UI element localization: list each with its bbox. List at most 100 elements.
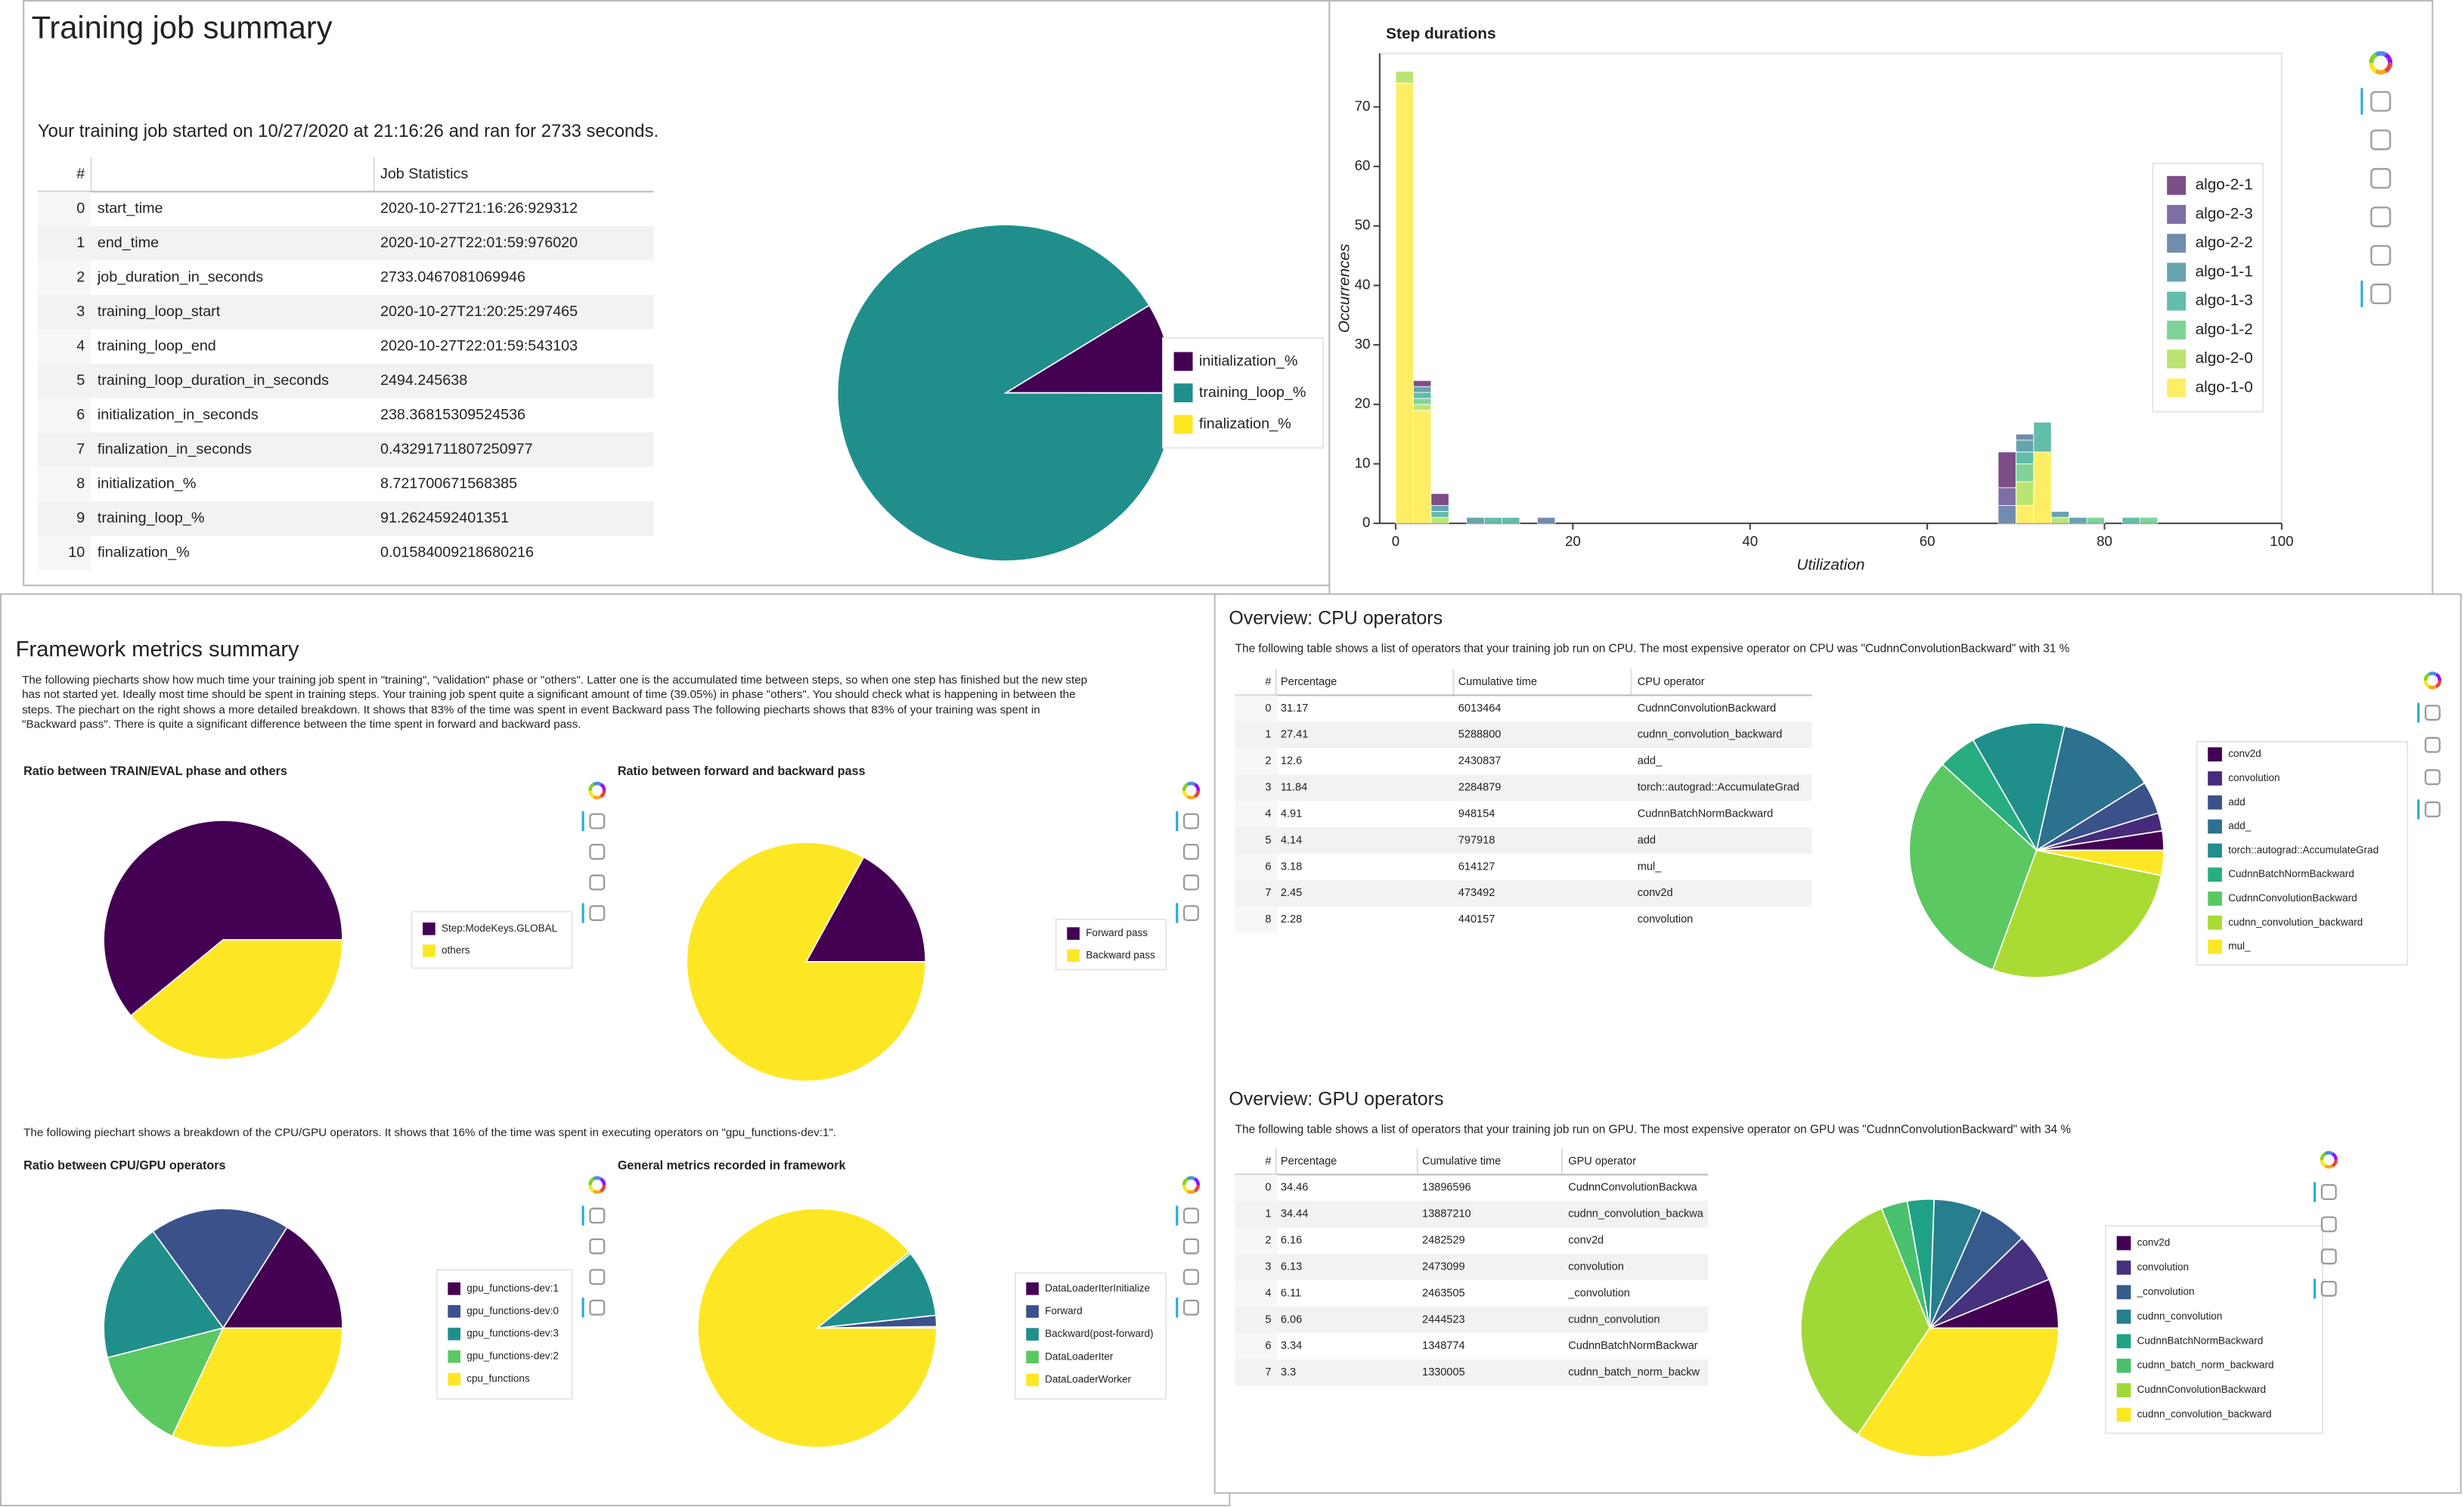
toolbar-icon[interactable] bbox=[1182, 1269, 1199, 1285]
chart-title: Step durations bbox=[1386, 25, 1495, 42]
toolbar-icon[interactable] bbox=[2320, 1184, 2337, 1200]
table-index: 6 bbox=[76, 407, 85, 423]
legend-swatch bbox=[2116, 1334, 2131, 1349]
table-stripe bbox=[1235, 879, 1812, 907]
table-stripe bbox=[1235, 774, 1812, 802]
table-cell: 0.01584009218680216 bbox=[380, 544, 534, 561]
toolbar-icon[interactable] bbox=[589, 844, 606, 860]
legend-swatch bbox=[2167, 321, 2187, 340]
pie-slice bbox=[152, 1208, 288, 1329]
histogram-bar bbox=[2015, 481, 2035, 506]
legend-label: DataLoaderWorker bbox=[1045, 1373, 1131, 1385]
toolbar-logo bbox=[2384, 62, 2393, 73]
toolbar-icon[interactable] bbox=[2424, 705, 2441, 721]
table-cell: add bbox=[1638, 834, 1656, 846]
toolbar-icon[interactable] bbox=[2424, 801, 2441, 817]
toolbar-icon[interactable] bbox=[2370, 284, 2391, 305]
toolbar-icon[interactable] bbox=[2370, 91, 2391, 112]
toolbar-logo bbox=[1186, 795, 1196, 800]
table-index: 3 bbox=[76, 303, 85, 320]
toolbar-icon[interactable] bbox=[589, 874, 606, 891]
toolbar-icon[interactable] bbox=[1182, 1238, 1199, 1254]
pie-slice bbox=[222, 1226, 343, 1329]
toolbar-logo bbox=[600, 783, 606, 791]
legend-swatch bbox=[2116, 1260, 2131, 1275]
pie-slice bbox=[129, 939, 343, 1060]
legend-swatch bbox=[2208, 867, 2222, 882]
toolbar-icon[interactable] bbox=[1182, 844, 1199, 860]
table-cell: CudnnBatchNormBackward bbox=[1638, 808, 1773, 820]
legend-label: cudnn_convolution bbox=[2137, 1310, 2223, 1322]
toolbar-icon[interactable] bbox=[2370, 129, 2391, 150]
toolbar-icon[interactable] bbox=[589, 1238, 606, 1254]
toolbar-icon[interactable] bbox=[589, 1299, 606, 1316]
table-cell: 6013464 bbox=[1458, 702, 1502, 715]
toolbar-icon[interactable] bbox=[1182, 1208, 1199, 1224]
table-index: 0 bbox=[1265, 1182, 1271, 1194]
table-cell: 797918 bbox=[1458, 834, 1495, 846]
toolbar-icon[interactable] bbox=[589, 1269, 606, 1285]
table-header: CPU operator bbox=[1638, 676, 1705, 688]
toolbar-icon[interactable] bbox=[1182, 1299, 1199, 1316]
legend-box bbox=[2105, 1225, 2323, 1434]
table-header: # bbox=[1265, 676, 1272, 688]
table-cell: 2.45 bbox=[1281, 887, 1302, 899]
legend-label: gpu_functions-dev:3 bbox=[466, 1328, 559, 1339]
toolbar-icon[interactable] bbox=[2370, 206, 2391, 228]
toolbar-icon[interactable] bbox=[2370, 168, 2391, 189]
toolbar-logo bbox=[1186, 781, 1196, 786]
table-cell: finalization_% bbox=[98, 544, 190, 561]
toolbar-icon[interactable] bbox=[2320, 1216, 2337, 1233]
toolbar-icon[interactable] bbox=[2424, 736, 2441, 753]
table-cell: CudnnConvolutionBackwa bbox=[1568, 1182, 1697, 1194]
toolbar-icon[interactable] bbox=[589, 1208, 606, 1224]
toolbar-logo bbox=[2320, 1152, 2326, 1161]
toolbar-icon[interactable] bbox=[2320, 1248, 2337, 1265]
toolbar-icon[interactable] bbox=[1182, 813, 1199, 829]
table-cell: 614127 bbox=[1458, 860, 1495, 873]
table-cell: CudnnBatchNormBackwar bbox=[1568, 1340, 1697, 1352]
toolbar-logo bbox=[2369, 52, 2378, 64]
table-cell: 31.17 bbox=[1281, 702, 1308, 715]
legend-box bbox=[411, 910, 573, 969]
y-axis-label: Occurrences bbox=[1336, 244, 1353, 333]
legend-label: CudnnBatchNormBackward bbox=[2228, 868, 2354, 879]
toolbar-icon[interactable] bbox=[589, 813, 606, 829]
toolbar-icon[interactable] bbox=[1182, 905, 1199, 922]
histogram-bar bbox=[2033, 421, 2052, 453]
toolbar-icon[interactable] bbox=[589, 905, 606, 922]
table-index: 6 bbox=[1265, 860, 1271, 873]
legend-swatch bbox=[2167, 175, 2187, 195]
legend-swatch bbox=[1067, 949, 1080, 963]
legend-swatch bbox=[2116, 1285, 2131, 1300]
table-index: 8 bbox=[1265, 913, 1271, 926]
histogram-bar bbox=[2015, 505, 2035, 524]
table-cell: _convolution bbox=[1567, 1287, 1630, 1299]
histogram-bar bbox=[2015, 439, 2035, 453]
pie-slice bbox=[804, 856, 927, 963]
legend-swatch bbox=[1026, 1305, 1039, 1318]
legend-label: cudnn_convolution_backward bbox=[2228, 916, 2363, 928]
table-cell: 2473099 bbox=[1422, 1260, 1465, 1273]
histogram-bar bbox=[1430, 505, 1449, 512]
legend-label: torch::autograd::AccumulateGrad bbox=[2228, 844, 2379, 855]
table-cell: 0.43291711807250977 bbox=[380, 441, 533, 457]
toolbar-icon[interactable] bbox=[2370, 245, 2391, 266]
legend-swatch bbox=[448, 1304, 460, 1318]
toolbar-icon[interactable] bbox=[2320, 1280, 2337, 1297]
legend-label: training_loop_% bbox=[1199, 384, 1306, 401]
table-stripe bbox=[1235, 827, 1812, 854]
toolbar-icon[interactable] bbox=[2424, 769, 2441, 786]
x-axis-label: Utilization bbox=[1796, 557, 1864, 574]
x-tick-label: 60 bbox=[1920, 533, 1936, 549]
y-tick-label: 0 bbox=[1362, 514, 1370, 530]
legend-label: add bbox=[2228, 796, 2245, 808]
table-cell: cudnn_batch_norm_backw bbox=[1568, 1366, 1700, 1378]
histogram-bar bbox=[1395, 70, 1414, 84]
toolbar-logo bbox=[593, 1189, 602, 1194]
table-cell: 5288800 bbox=[1458, 729, 1502, 741]
panel-title: Overview: GPU operators bbox=[1229, 1089, 1443, 1110]
table-cell: training_loop_duration_in_seconds bbox=[98, 372, 329, 389]
toolbar-logo bbox=[600, 1184, 606, 1193]
toolbar-icon[interactable] bbox=[1182, 874, 1199, 891]
